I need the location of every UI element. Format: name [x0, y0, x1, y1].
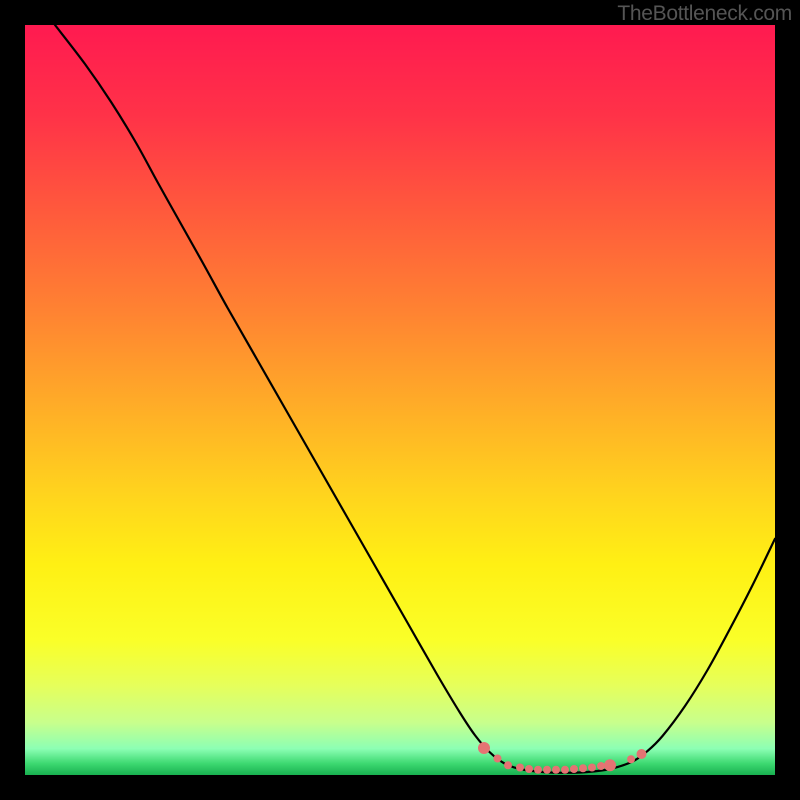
plot-area: [25, 25, 775, 775]
data-marker: [552, 766, 560, 774]
watermark-text: TheBottleneck.com: [617, 2, 792, 26]
data-marker: [627, 755, 635, 763]
data-marker: [570, 765, 578, 773]
data-marker: [525, 765, 533, 773]
data-marker: [478, 742, 490, 754]
data-marker: [588, 764, 596, 772]
data-marker: [637, 749, 647, 759]
data-marker: [543, 766, 551, 774]
data-marker: [597, 762, 605, 770]
data-marker: [534, 766, 542, 774]
data-marker: [504, 761, 512, 769]
data-marker: [494, 755, 502, 763]
data-marker: [561, 766, 569, 774]
bottleneck-curve: [55, 25, 775, 773]
data-marker: [604, 759, 616, 771]
data-marker: [579, 764, 587, 772]
chart-svg: [25, 25, 775, 775]
data-marker: [516, 764, 524, 772]
chart-frame: TheBottleneck.com: [0, 0, 800, 800]
